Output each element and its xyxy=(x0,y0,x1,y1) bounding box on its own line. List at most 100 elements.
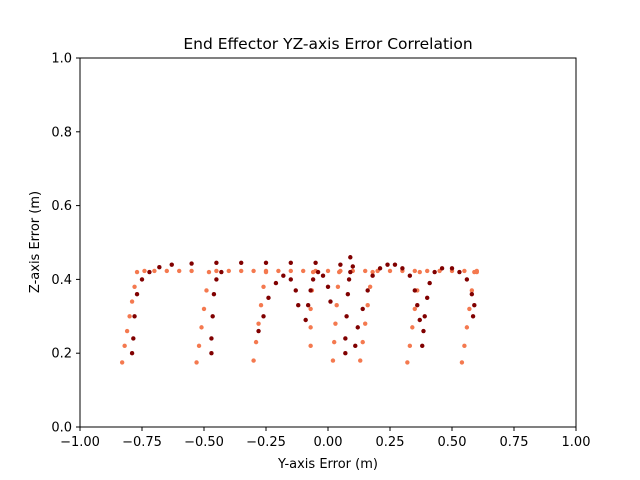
scatter-point xyxy=(214,260,219,265)
scatter-point xyxy=(129,299,135,304)
scatter-point xyxy=(219,269,224,275)
scatter-point xyxy=(348,269,353,275)
scatter-point xyxy=(343,351,348,356)
y-axis-label: Z-axis Error (m) xyxy=(28,191,43,293)
scatter-point xyxy=(263,260,269,265)
scatter-point xyxy=(412,288,417,293)
scatter-point xyxy=(469,291,475,297)
scatter-point xyxy=(407,343,413,349)
scatter-point xyxy=(363,321,368,326)
scatter-point xyxy=(377,266,383,271)
scatter-point xyxy=(134,291,140,297)
scatter-point xyxy=(129,351,135,356)
scatter-point xyxy=(169,262,174,267)
scatter-point xyxy=(239,260,244,265)
scatter-point xyxy=(421,328,426,334)
scatter-point xyxy=(392,262,398,267)
scatter-point xyxy=(338,268,343,274)
scatter-point xyxy=(348,255,353,260)
x-tick-label: 0.25 xyxy=(376,435,405,450)
scatter-point xyxy=(439,266,445,271)
scatter-point xyxy=(206,269,212,275)
scatter-point xyxy=(365,303,370,308)
scatter-point xyxy=(400,266,405,271)
scatter-point xyxy=(310,277,316,282)
scatter-point xyxy=(296,303,301,308)
scatter-point xyxy=(209,336,214,341)
scatter-point xyxy=(310,269,316,275)
y-tick-label: 0.2 xyxy=(51,347,72,362)
scatter-point xyxy=(308,288,313,293)
scatter-point xyxy=(157,265,162,270)
scatter-point xyxy=(201,306,207,312)
scatter-point xyxy=(199,325,204,330)
scatter-point xyxy=(474,269,479,275)
scatter-point xyxy=(343,336,348,341)
scatter-point xyxy=(459,360,465,365)
scatter-point xyxy=(363,268,368,274)
scatter-point xyxy=(467,306,472,312)
scatter-point xyxy=(251,358,256,363)
scatter-point xyxy=(194,360,199,365)
scatter-point xyxy=(119,360,125,365)
y-tick-label: 1.0 xyxy=(51,52,72,67)
scatter-point xyxy=(152,268,157,274)
scatter-point xyxy=(457,269,462,275)
scatter-point xyxy=(464,325,470,330)
scatter-point xyxy=(209,351,214,356)
scatter-point xyxy=(308,343,313,349)
scatter-point xyxy=(333,321,338,326)
scatter-point xyxy=(405,360,410,365)
x-tick-label: −0.50 xyxy=(184,435,224,450)
scatter-point xyxy=(210,314,215,319)
plot-area xyxy=(80,58,576,427)
scatter-point xyxy=(410,325,415,330)
scatter-point xyxy=(211,291,217,297)
scatter-point xyxy=(472,303,477,308)
scatter-point xyxy=(417,317,422,323)
scatter-point xyxy=(308,325,313,330)
scatter-point xyxy=(462,343,467,349)
scatter-point xyxy=(432,269,437,275)
scatter-point xyxy=(415,303,420,308)
scatter-point xyxy=(385,262,390,267)
scatter-point xyxy=(226,268,231,274)
scatter-point xyxy=(293,288,298,293)
scatter-point xyxy=(338,262,343,267)
scatter-point xyxy=(449,266,455,271)
scatter-point xyxy=(134,269,140,275)
scatter-point xyxy=(358,358,363,363)
scatter-point xyxy=(273,280,279,286)
scatter-point xyxy=(266,295,271,301)
y-tick-label: 0.8 xyxy=(51,125,72,140)
scatter-point xyxy=(204,288,209,293)
scatter-point xyxy=(276,268,281,274)
scatter-point xyxy=(251,268,256,274)
scatter-point xyxy=(164,268,169,274)
x-axis-label: Y-axis Error (m) xyxy=(277,457,378,472)
scatter-point xyxy=(464,277,470,282)
x-tick-label: −1.00 xyxy=(60,435,100,450)
scatter-point xyxy=(320,273,326,278)
scatter-point xyxy=(142,268,147,274)
scatter-point xyxy=(330,358,336,363)
scatter-point xyxy=(132,284,137,289)
scatter-point xyxy=(422,314,427,319)
scatter-point xyxy=(127,314,132,319)
scatter-point xyxy=(344,314,349,319)
scatter-point xyxy=(325,284,331,289)
scatter-point xyxy=(417,269,422,275)
x-tick-label: 0.50 xyxy=(438,435,467,450)
series-layer xyxy=(119,255,479,365)
scatter-point xyxy=(470,314,476,319)
x-tick-label: 0.75 xyxy=(500,435,529,450)
scatter-point xyxy=(360,339,365,345)
scatter-point xyxy=(288,277,293,282)
scatter-point xyxy=(214,268,219,274)
scatter-point xyxy=(345,291,351,297)
scatter-point xyxy=(346,277,352,282)
scatter-point xyxy=(425,295,430,301)
x-axis: −1.00 −0.75 −0.50 −0.25 0.00 0.25 0.50 0.75 1.00 xyxy=(60,427,590,450)
scatter-point xyxy=(288,268,293,274)
